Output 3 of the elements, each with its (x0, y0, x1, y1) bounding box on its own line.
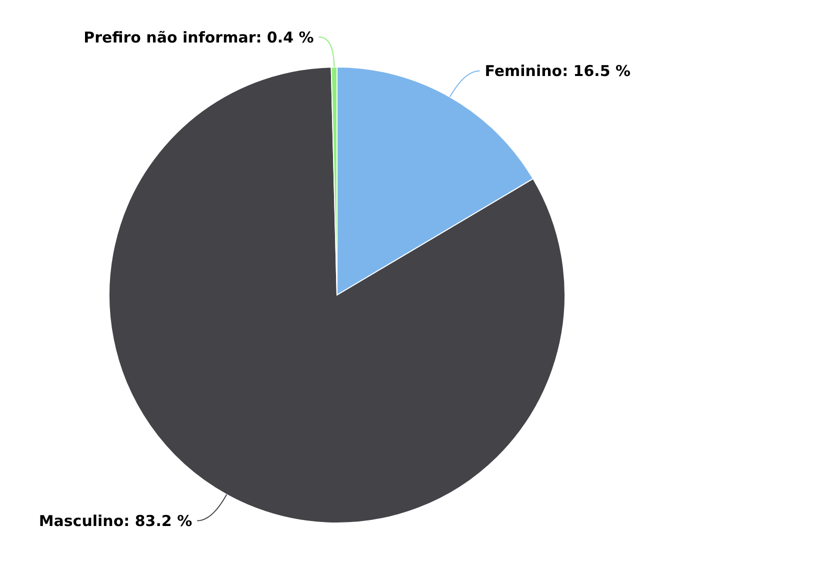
slice-label: Feminino: 16.5 % (484, 62, 631, 80)
slice-label: Masculino: 83.2 % (38, 512, 192, 530)
slice-label: Prefiro não informar: 0.4 % (84, 28, 314, 46)
